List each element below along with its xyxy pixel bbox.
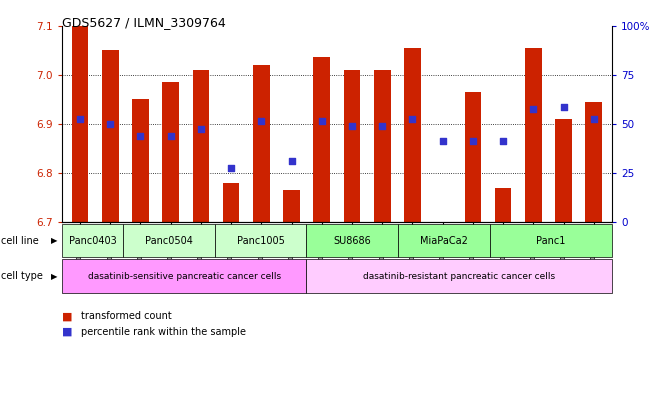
Bar: [253, 65, 270, 222]
Text: Panc0403: Panc0403: [68, 236, 117, 246]
Point: [196, 125, 206, 132]
Bar: [72, 26, 89, 222]
Point: [165, 133, 176, 139]
Point: [437, 138, 448, 144]
Text: cell line: cell line: [1, 236, 38, 246]
Text: Panc1005: Panc1005: [236, 236, 284, 246]
Text: transformed count: transformed count: [81, 311, 172, 321]
Text: cell type: cell type: [1, 271, 42, 281]
Bar: [495, 188, 512, 222]
Text: Panc1: Panc1: [536, 236, 566, 246]
Text: percentile rank within the sample: percentile rank within the sample: [81, 327, 246, 337]
Text: GDS5627 / ILMN_3309764: GDS5627 / ILMN_3309764: [62, 16, 226, 29]
Bar: [465, 92, 481, 222]
Point: [498, 138, 508, 144]
Point: [528, 106, 538, 112]
Text: ■: ■: [62, 311, 72, 321]
Text: SU8686: SU8686: [333, 236, 371, 246]
Text: dasatinib-sensitive pancreatic cancer cells: dasatinib-sensitive pancreatic cancer ce…: [87, 272, 281, 281]
Point: [408, 116, 418, 122]
Point: [75, 116, 85, 122]
Point: [286, 158, 297, 164]
Text: Panc0504: Panc0504: [145, 236, 193, 246]
Bar: [193, 70, 209, 222]
Point: [135, 133, 146, 139]
Point: [347, 123, 357, 129]
Bar: [555, 119, 572, 222]
Bar: [404, 48, 421, 222]
Bar: [162, 82, 179, 222]
Point: [467, 138, 478, 144]
Text: ■: ■: [62, 327, 72, 337]
Point: [559, 103, 569, 110]
Point: [377, 123, 387, 129]
Bar: [344, 70, 360, 222]
Point: [256, 118, 266, 125]
Bar: [525, 48, 542, 222]
Bar: [374, 70, 391, 222]
Point: [105, 121, 115, 127]
Text: MiaPaCa2: MiaPaCa2: [420, 236, 468, 246]
Text: dasatinib-resistant pancreatic cancer cells: dasatinib-resistant pancreatic cancer ce…: [363, 272, 555, 281]
Bar: [223, 183, 240, 222]
Bar: [132, 99, 148, 222]
Bar: [283, 190, 300, 222]
Text: ▶: ▶: [51, 236, 57, 245]
Point: [589, 116, 599, 122]
Point: [226, 165, 236, 171]
Bar: [102, 50, 118, 222]
Bar: [314, 57, 330, 222]
Bar: [585, 102, 602, 222]
Text: ▶: ▶: [51, 272, 57, 281]
Point: [316, 118, 327, 125]
